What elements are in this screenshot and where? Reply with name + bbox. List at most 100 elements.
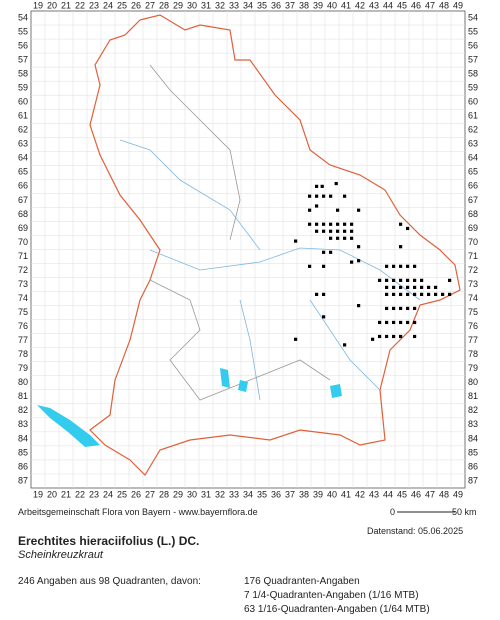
column-label: 25 <box>117 489 127 499</box>
record-dot <box>308 222 312 226</box>
record-dot <box>329 229 333 233</box>
date: Datenstand: 05.06.2025 <box>367 526 464 536</box>
row-label: 70 <box>18 237 28 247</box>
row-label: 58 <box>18 69 28 79</box>
row-label: 56 <box>18 40 28 50</box>
record-dot <box>413 292 417 296</box>
row-label: 84 <box>468 433 478 443</box>
record-dot <box>385 264 389 268</box>
record-dot <box>385 320 389 325</box>
row-label: 80 <box>468 377 478 387</box>
summary-line: 176 Quadranten-Angaben <box>244 576 360 587</box>
record-dot <box>329 236 333 240</box>
record-dot <box>406 292 410 296</box>
column-label: 27 <box>145 0 155 10</box>
record-dot <box>357 245 361 249</box>
column-label: 32 <box>215 0 225 10</box>
row-label: 87 <box>468 475 478 485</box>
record-dot <box>413 306 417 311</box>
record-dot <box>392 285 396 289</box>
summary-line: 7 1/4-Quadranten-Angaben (1/16 MTB) <box>244 590 419 601</box>
column-label: 24 <box>103 0 113 10</box>
row-label: 66 <box>18 181 28 191</box>
record-dot <box>322 194 326 198</box>
column-label: 44 <box>383 0 393 10</box>
column-label: 35 <box>257 0 267 10</box>
record-dot <box>406 320 410 325</box>
row-label: 54 <box>18 12 28 22</box>
record-dot <box>308 264 312 268</box>
record-dot <box>448 292 452 296</box>
column-label: 47 <box>425 0 435 10</box>
column-label: 29 <box>173 0 183 10</box>
record-dot <box>413 278 417 282</box>
column-label: 28 <box>159 489 169 499</box>
record-dot <box>385 278 389 282</box>
row-label: 77 <box>18 335 28 345</box>
row-label: 83 <box>468 419 478 429</box>
record-dot <box>399 285 403 289</box>
row-label: 86 <box>18 461 28 471</box>
record-dot <box>399 334 403 339</box>
record-dot <box>399 292 403 296</box>
row-label: 54 <box>468 12 478 22</box>
record-dot <box>406 306 410 311</box>
row-label: 61 <box>468 111 478 121</box>
row-label: 62 <box>468 125 478 135</box>
record-dot <box>336 208 340 212</box>
column-label: 37 <box>285 489 295 499</box>
column-label: 31 <box>201 489 211 499</box>
record-dot <box>420 292 424 296</box>
record-dot <box>336 222 340 226</box>
row-label: 76 <box>468 321 478 331</box>
column-label: 24 <box>103 489 113 499</box>
record-dot <box>322 292 326 296</box>
row-label: 73 <box>18 279 28 289</box>
record-dot <box>315 194 319 198</box>
record-dot <box>350 222 354 226</box>
row-label: 79 <box>468 363 478 373</box>
record-dot <box>357 259 361 263</box>
row-label: 83 <box>18 419 28 429</box>
record-dot <box>343 222 347 226</box>
column-label: 19 <box>33 0 43 10</box>
column-label: 40 <box>327 0 337 10</box>
grid <box>31 11 465 488</box>
column-label: 22 <box>75 0 85 10</box>
row-label: 64 <box>18 153 28 163</box>
column-label: 19 <box>33 489 43 499</box>
record-dot <box>350 229 354 233</box>
summary-line: 63 1/16-Quadranten-Angaben (1/64 MTB) <box>244 604 430 615</box>
record-dot <box>336 229 340 233</box>
record-dot <box>406 226 410 231</box>
record-dot <box>371 337 375 341</box>
record-dot <box>385 334 389 339</box>
record-dot <box>392 292 396 296</box>
row-label: 75 <box>18 307 28 317</box>
record-dot <box>434 285 438 289</box>
record-dot <box>336 236 340 240</box>
column-label: 20 <box>47 489 57 499</box>
record-dot <box>322 264 326 268</box>
row-label: 72 <box>18 265 28 275</box>
row-label: 71 <box>468 251 478 261</box>
column-label: 38 <box>299 0 309 10</box>
row-label: 63 <box>18 139 28 149</box>
column-label: 48 <box>439 489 449 499</box>
column-label: 46 <box>411 0 421 10</box>
column-label: 29 <box>173 489 183 499</box>
row-label: 87 <box>18 475 28 485</box>
row-label: 59 <box>468 83 478 93</box>
column-label: 28 <box>159 0 169 10</box>
lake <box>37 405 100 447</box>
lake <box>220 368 342 398</box>
column-label: 39 <box>313 489 323 499</box>
row-label: 84 <box>18 433 28 443</box>
row-label: 75 <box>468 307 478 317</box>
record-dot <box>322 315 326 319</box>
column-label: 30 <box>187 489 197 499</box>
row-label: 65 <box>468 167 478 177</box>
record-dot <box>427 292 431 296</box>
record-dot <box>427 285 431 289</box>
